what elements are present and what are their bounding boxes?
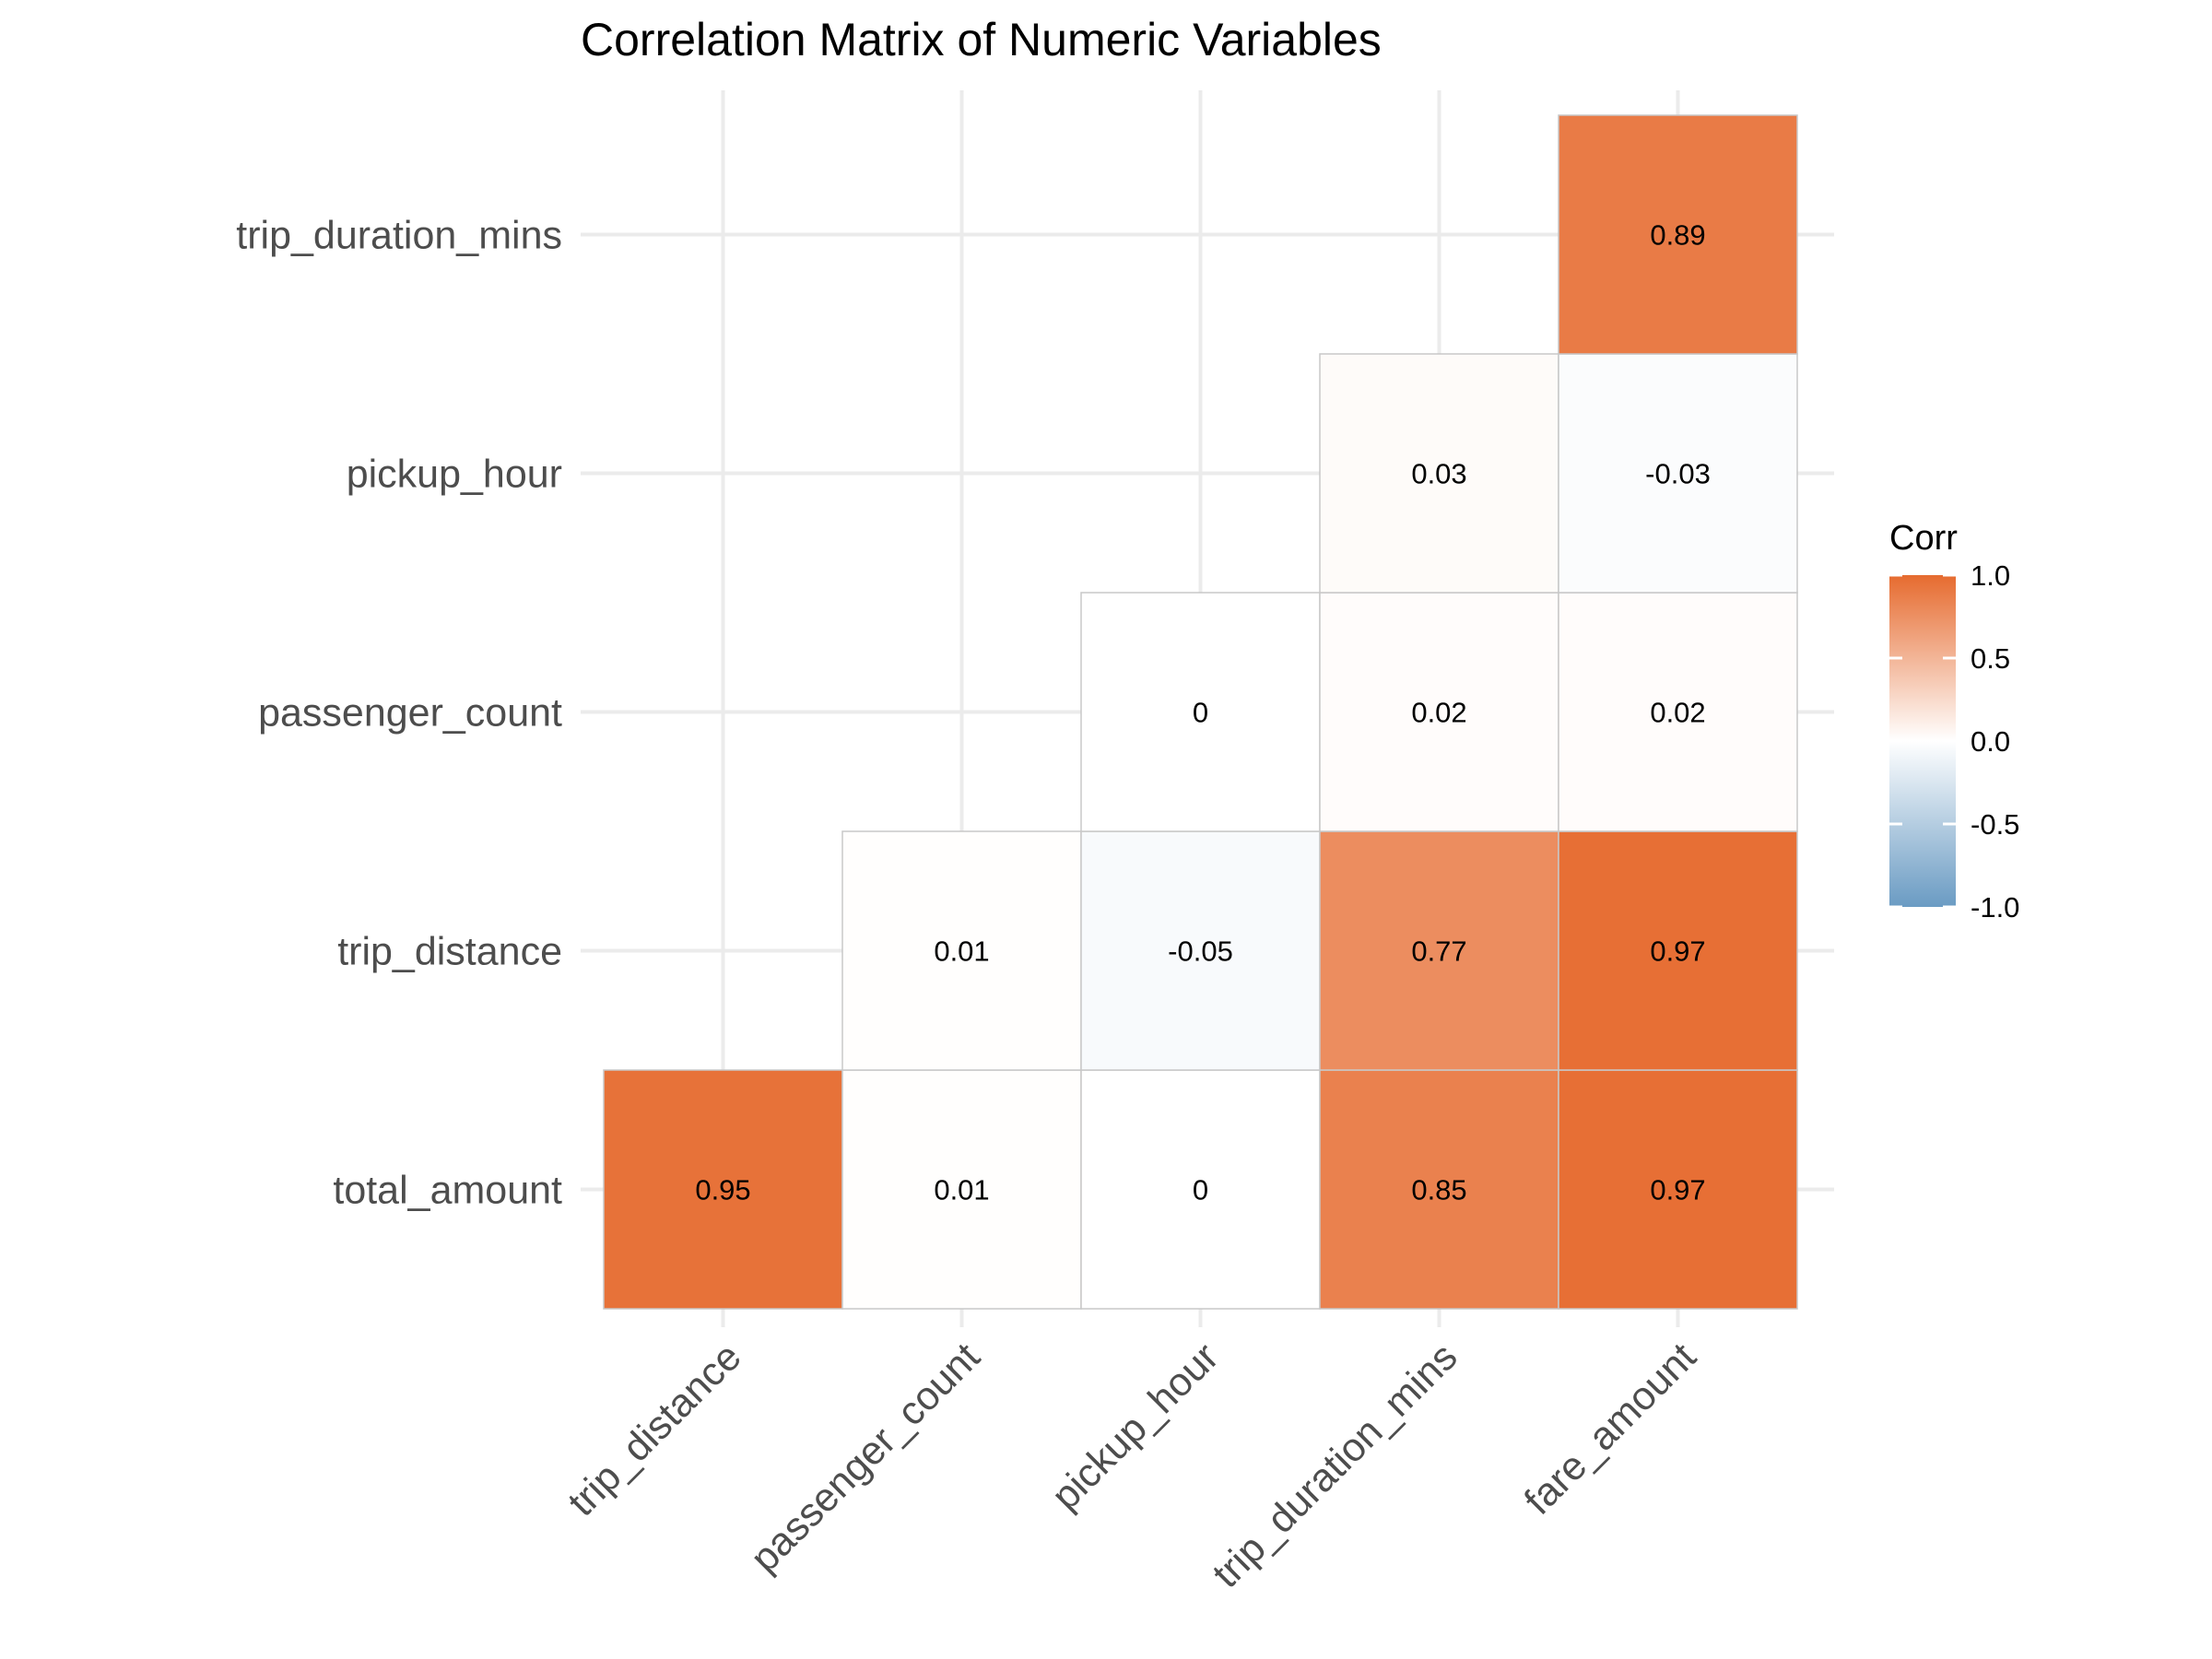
y-tick-label-trip-distance: trip_distance bbox=[337, 930, 562, 974]
heatmap-cell-labels: 0.95 0.01 0 0.85 0.97 0.01 -0.05 0.77 0.97 0 0.02 0… bbox=[695, 219, 1711, 1206]
cell-label-trip-duration-mins-trip-distance: 0.77 bbox=[1411, 935, 1466, 968]
cell-label-trip-duration-mins-total-amount: 0.85 bbox=[1411, 1174, 1466, 1206]
cell-trip-duration-mins-pickup-hour bbox=[1319, 353, 1559, 594]
cell-label-fare-amount-passenger-count: 0.02 bbox=[1650, 697, 1705, 729]
y-tick-label-total-amount: total_amount bbox=[333, 1169, 562, 1213]
cell-passenger-count-trip-distance bbox=[841, 830, 1082, 1071]
cell-fare-amount-total-amount bbox=[1558, 1069, 1798, 1310]
cell-label-fare-amount-total-amount: 0.97 bbox=[1650, 1174, 1705, 1206]
legend-tick-label: -0.5 bbox=[1971, 808, 2019, 841]
chart-title: Correlation Matrix of Numeric Variables bbox=[581, 14, 1382, 65]
cell-label-trip-duration-mins-passenger-count: 0.02 bbox=[1411, 697, 1466, 729]
y-tick-label-trip-duration-mins: trip_duration_mins bbox=[236, 214, 562, 258]
y-tick-label-passenger-count: passenger_count bbox=[258, 691, 562, 735]
x-tick-label-trip-duration-mins: trip_duration_mins bbox=[1204, 1335, 1465, 1596]
legend-tick-label: 0.5 bbox=[1971, 642, 2010, 675]
legend-tick-label: 0.0 bbox=[1971, 725, 2010, 758]
cell-label-passenger-count-trip-distance: 0.01 bbox=[934, 935, 989, 968]
y-axis: total_amount trip_distance passenger_count… bbox=[236, 214, 562, 1213]
cell-label-fare-amount-trip-duration-mins: 0.89 bbox=[1650, 219, 1705, 252]
cell-pickup-hour-trip-distance bbox=[1080, 830, 1321, 1071]
cell-label-pickup-hour-passenger-count: 0 bbox=[1193, 697, 1208, 729]
cell-trip-duration-mins-total-amount bbox=[1319, 1069, 1559, 1310]
x-tick-label-trip-distance: trip_distance bbox=[559, 1335, 749, 1524]
cell-passenger-count-total-amount bbox=[841, 1069, 1082, 1310]
cell-label-pickup-hour-trip-distance: -0.05 bbox=[1168, 935, 1233, 968]
legend-title: Corr bbox=[1889, 519, 1958, 558]
cell-pickup-hour-passenger-count bbox=[1080, 592, 1321, 832]
cell-fare-amount-trip-distance bbox=[1558, 830, 1798, 1071]
legend-tick-label: 1.0 bbox=[1971, 559, 2010, 592]
cell-trip-duration-mins-trip-distance bbox=[1319, 830, 1559, 1071]
cell-label-pickup-hour-total-amount: 0 bbox=[1193, 1174, 1208, 1206]
cell-fare-amount-trip-duration-mins bbox=[1558, 114, 1798, 355]
y-tick-label-pickup-hour: pickup_hour bbox=[347, 453, 562, 497]
legend-ticks: 1.0 0.5 0.0 -0.5 -1.0 bbox=[1889, 559, 2019, 924]
cell-label-fare-amount-pickup-hour: -0.03 bbox=[1645, 458, 1711, 490]
cell-label-fare-amount-trip-distance: 0.97 bbox=[1650, 935, 1705, 968]
x-tick-label-passenger-count: passenger_count bbox=[742, 1335, 988, 1581]
legend: Corr 1.0 0.5 0.0 -0.5 -1.0 bbox=[1889, 519, 2019, 924]
cell-label-trip-duration-mins-pickup-hour: 0.03 bbox=[1411, 458, 1466, 490]
cell-trip-distance-total-amount bbox=[603, 1069, 843, 1310]
legend-tick-label: -1.0 bbox=[1971, 891, 2019, 924]
heatmap-cells bbox=[603, 114, 1798, 1310]
cell-pickup-hour-total-amount bbox=[1080, 1069, 1321, 1310]
cell-label-passenger-count-total-amount: 0.01 bbox=[934, 1174, 989, 1206]
x-tick-label-fare-amount: fare_amount bbox=[1516, 1335, 1705, 1524]
x-tick-label-pickup-hour: pickup_hour bbox=[1043, 1335, 1228, 1519]
cell-trip-duration-mins-passenger-count bbox=[1319, 592, 1559, 832]
cell-label-trip-distance-total-amount: 0.95 bbox=[695, 1174, 750, 1206]
cell-fare-amount-passenger-count bbox=[1558, 592, 1798, 832]
